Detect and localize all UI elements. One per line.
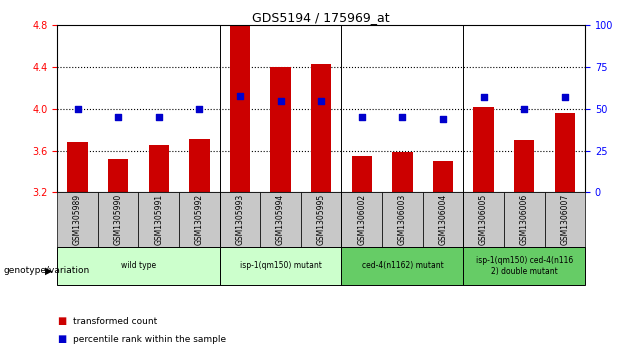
Point <box>438 116 448 122</box>
Point <box>519 106 529 112</box>
Bar <box>139 192 179 247</box>
Bar <box>270 67 291 192</box>
Text: isp-1(qm150) ced-4(n116
2) double mutant: isp-1(qm150) ced-4(n116 2) double mutant <box>476 256 573 276</box>
Text: ■: ■ <box>57 316 67 326</box>
Bar <box>433 161 453 192</box>
Text: GSM1306005: GSM1306005 <box>479 194 488 245</box>
Point <box>560 94 570 100</box>
Point <box>357 114 367 120</box>
Bar <box>219 192 260 247</box>
Text: GSM1305992: GSM1305992 <box>195 194 204 245</box>
Text: GSM1306003: GSM1306003 <box>398 194 407 245</box>
Point <box>154 114 164 120</box>
Bar <box>260 192 301 247</box>
Point <box>235 93 245 98</box>
Text: transformed count: transformed count <box>73 317 157 326</box>
Text: wild type: wild type <box>121 261 156 270</box>
Point <box>478 94 488 100</box>
Bar <box>555 113 575 192</box>
Bar <box>57 192 98 247</box>
Text: GSM1306004: GSM1306004 <box>438 194 448 245</box>
Bar <box>473 107 494 192</box>
Bar <box>311 64 331 192</box>
Text: GSM1305991: GSM1305991 <box>155 194 163 245</box>
Text: GSM1306002: GSM1306002 <box>357 194 366 245</box>
Bar <box>67 142 88 192</box>
Bar <box>392 152 413 192</box>
Text: ▶: ▶ <box>45 265 53 276</box>
Text: GSM1305995: GSM1305995 <box>317 194 326 245</box>
Text: GSM1305993: GSM1305993 <box>235 194 244 245</box>
Text: ced-4(n1162) mutant: ced-4(n1162) mutant <box>361 261 443 270</box>
Point <box>73 106 83 112</box>
Bar <box>230 25 250 192</box>
Bar <box>463 247 585 285</box>
Bar <box>108 159 128 192</box>
Text: GSM1305994: GSM1305994 <box>276 194 285 245</box>
Bar <box>149 146 169 192</box>
Text: genotype/variation: genotype/variation <box>3 266 90 275</box>
Bar <box>352 156 372 192</box>
Bar <box>382 192 423 247</box>
Title: GDS5194 / 175969_at: GDS5194 / 175969_at <box>252 11 390 24</box>
Bar <box>342 192 382 247</box>
Bar <box>423 192 463 247</box>
Point <box>398 114 408 120</box>
Point <box>316 98 326 103</box>
Text: GSM1305990: GSM1305990 <box>114 194 123 245</box>
Text: GSM1306007: GSM1306007 <box>560 194 569 245</box>
Bar <box>57 247 219 285</box>
Bar <box>342 247 463 285</box>
Point <box>275 98 286 103</box>
Text: isp-1(qm150) mutant: isp-1(qm150) mutant <box>240 261 322 270</box>
Bar <box>219 247 342 285</box>
Text: GSM1305989: GSM1305989 <box>73 194 82 245</box>
Bar <box>504 192 544 247</box>
Bar <box>98 192 139 247</box>
Bar <box>463 192 504 247</box>
Text: GSM1306006: GSM1306006 <box>520 194 529 245</box>
Bar <box>544 192 585 247</box>
Text: ■: ■ <box>57 334 67 344</box>
Bar <box>190 139 209 192</box>
Bar <box>301 192 342 247</box>
Point <box>194 106 204 112</box>
Bar <box>514 140 534 192</box>
Bar <box>179 192 219 247</box>
Text: percentile rank within the sample: percentile rank within the sample <box>73 335 226 344</box>
Point <box>113 114 123 120</box>
